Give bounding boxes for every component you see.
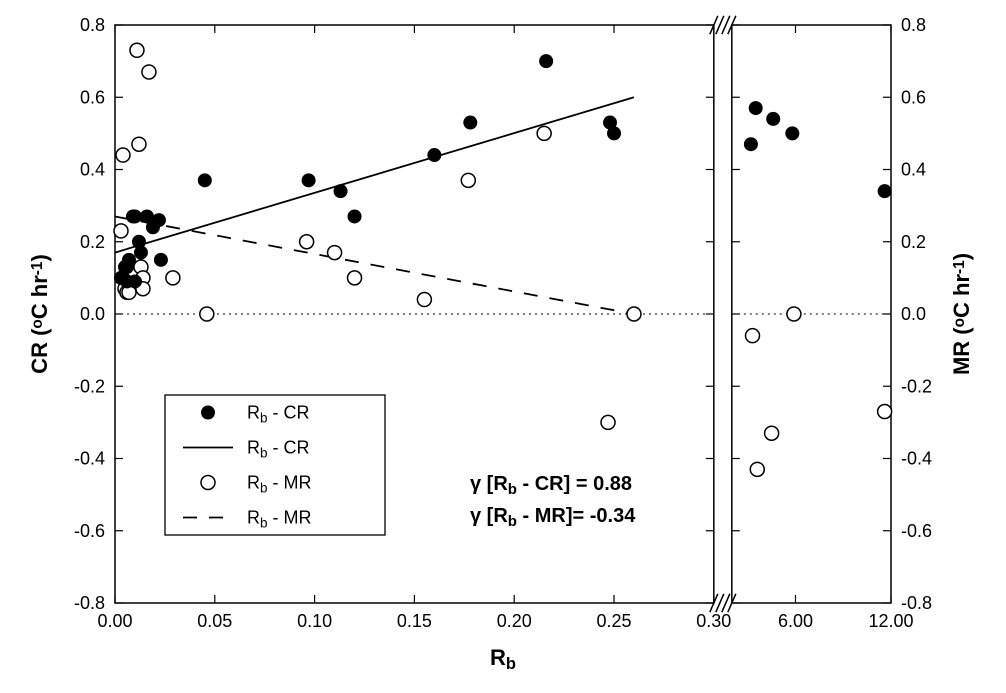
- x-tick-label: 0.20: [497, 611, 532, 631]
- mr-point: [166, 271, 180, 285]
- mr-point: [537, 126, 551, 140]
- y-tick-label-right: -0.8: [901, 593, 932, 613]
- mr-point: [787, 307, 801, 321]
- y-tick-label: 0.2: [80, 232, 105, 252]
- cr-point: [154, 253, 168, 267]
- regression-mr-dash: [115, 216, 634, 314]
- mr-point: [765, 426, 779, 440]
- regression-cr-solid: [115, 97, 634, 252]
- y-tick-label-right: -0.2: [901, 376, 932, 396]
- cr-point: [122, 253, 136, 267]
- mr-point: [627, 307, 641, 321]
- y-axis-label-left: CR (oC hr-1): [27, 254, 52, 374]
- cr-point: [785, 126, 799, 140]
- gamma-annotation: γ [Rb - MR]= -0.34: [470, 505, 636, 530]
- x-tick-label: 0.25: [596, 611, 631, 631]
- mr-point: [114, 224, 128, 238]
- cr-point: [348, 209, 362, 223]
- legend-marker-open: [201, 476, 215, 490]
- y-tick-label-right: 0.0: [901, 304, 926, 324]
- cr-point: [878, 184, 892, 198]
- y-tick-label: 0.4: [80, 160, 105, 180]
- y-tick-label: -0.8: [74, 593, 105, 613]
- legend-label: Rb - MR: [247, 508, 312, 531]
- y-tick-label-right: 0.6: [901, 87, 926, 107]
- cr-point: [134, 246, 148, 260]
- mr-point: [300, 235, 314, 249]
- legend-label: Rb - CR: [247, 403, 310, 426]
- y-axis-label-right: MR (oC hr-1): [949, 253, 974, 375]
- mr-point: [601, 415, 615, 429]
- y-tick-label-right: -0.6: [901, 521, 932, 541]
- mr-point: [750, 462, 764, 476]
- y-tick-label: 0.6: [80, 87, 105, 107]
- mr-point: [328, 246, 342, 260]
- cr-point: [766, 112, 780, 126]
- y-tick-label-right: -0.4: [901, 449, 932, 469]
- mr-point: [116, 148, 130, 162]
- mr-point: [746, 329, 760, 343]
- y-tick-label-right: 0.4: [901, 160, 926, 180]
- mr-point: [417, 293, 431, 307]
- mr-point: [348, 271, 362, 285]
- mr-point: [461, 173, 475, 187]
- x-tick-label: 0.00: [97, 611, 132, 631]
- mr-point: [142, 65, 156, 79]
- x-tick-label: 6.00: [778, 611, 813, 631]
- y-tick-label: -0.2: [74, 376, 105, 396]
- legend-label: Rb - CR: [247, 438, 310, 461]
- cr-point: [152, 213, 166, 227]
- svg-text:CR (oC hr-1): CR (oC hr-1): [27, 254, 52, 374]
- y-tick-label: 0.8: [80, 15, 105, 35]
- gamma-annotation: γ [Rb - CR] = 0.88: [470, 473, 632, 498]
- scatter-chart: -0.8 -0.8 -0.6 -0.6 -0.4 -0.4 -0.2 -0.2 0.0 0.0 0.…: [0, 0, 1006, 693]
- x-axis-label: Rb: [490, 645, 516, 673]
- y-tick-label: -0.4: [74, 449, 105, 469]
- mr-point: [132, 137, 146, 151]
- legend-label: Rb - MR: [247, 473, 312, 496]
- x-tick-label: 0.10: [297, 611, 332, 631]
- x-tick-label: 0.15: [397, 611, 432, 631]
- y-tick-label: -0.6: [74, 521, 105, 541]
- cr-point: [744, 137, 758, 151]
- legend-marker-filled: [201, 406, 215, 420]
- x-tick-label: 0.30: [696, 611, 731, 631]
- cr-point: [539, 54, 553, 68]
- cr-point: [463, 116, 477, 130]
- cr-point: [334, 184, 348, 198]
- cr-point: [607, 126, 621, 140]
- svg-text:MR (oC hr-1): MR (oC hr-1): [949, 253, 974, 375]
- cr-point: [427, 148, 441, 162]
- cr-point: [128, 209, 142, 223]
- y-tick-label-right: 0.8: [901, 15, 926, 35]
- mr-point: [878, 405, 892, 419]
- y-tick-label-right: 0.2: [901, 232, 926, 252]
- mr-point: [200, 307, 214, 321]
- cr-point: [128, 274, 142, 288]
- x-tick-label: 12.00: [868, 611, 913, 631]
- y-tick-label: 0.0: [80, 304, 105, 324]
- cr-point: [302, 173, 316, 187]
- mr-point: [130, 43, 144, 57]
- x-tick-label: 0.05: [197, 611, 232, 631]
- cr-point: [198, 173, 212, 187]
- cr-point: [749, 101, 763, 115]
